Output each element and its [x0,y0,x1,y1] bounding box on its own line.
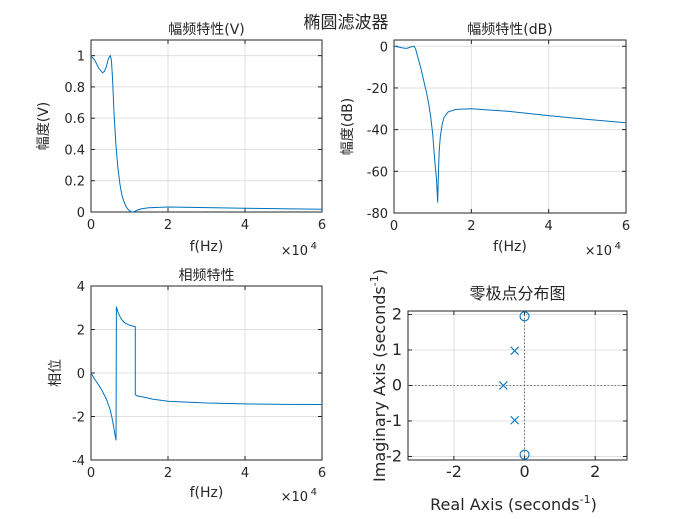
y-tick-label: -1 [386,411,402,430]
x-tick-label: 2 [164,218,172,233]
axes-box [393,39,627,214]
y-tick-label: 0 [77,367,85,382]
y-tick-label: 0.4 [64,143,85,158]
x-tick-label: 0 [87,218,95,233]
y-axis-label-sup: -1 [368,275,381,286]
y-tick-label: -80 [367,207,388,222]
y-axis-label: Imaginary Axis (seconds-1) [368,269,389,482]
x-axis-exponent: ×10 [281,490,308,505]
zero-marker [519,449,530,460]
x-tick-label: 4 [545,219,553,234]
zero-marker [519,311,530,322]
series-line-0 [90,306,323,441]
pole-marker [510,415,520,425]
x-tick-label: -2 [446,462,462,481]
x-axis-label: f(Hz) [493,239,527,255]
x-axis-label: f(Hz) [190,239,224,255]
plot-area [91,40,322,212]
y-tick-label: 0.8 [64,81,85,96]
x-axis-label-sup: -1 [580,493,591,506]
figure-suptitle: 椭圆滤波器 [304,13,389,33]
y-axis-label: 幅度(dB) [340,98,356,155]
y-tick-label: 1 [392,340,402,359]
y-tick-label: 0.6 [64,112,85,127]
x-tick-label: 2 [467,219,475,234]
y-tick-label: 0 [380,40,388,55]
series-line-0 [393,45,627,203]
x-tick-label: 4 [241,218,249,233]
y-tick-label: 1 [77,50,85,65]
pole-marker-stroke [510,346,520,356]
pole-marker-stroke [498,381,508,390]
y-tick-label: 0 [77,206,85,221]
x-tick-label: 6 [318,218,326,233]
y-axis-label: 相位 [48,359,64,387]
x-axis-label-end: ) [591,495,597,514]
x-axis-exponent-power: 4 [311,241,317,252]
x-tick-label: 0 [87,466,95,481]
y-tick-label: 2 [77,324,85,339]
plot-area [394,40,626,213]
x-tick-label: 0 [390,219,398,234]
subplot-title: 幅频特性(V) [168,22,245,38]
axes-box [90,39,323,213]
x-tick-label: 2 [164,466,172,481]
y-tick-label: 0.2 [64,175,85,190]
x-axis-exponent-power: 4 [311,487,317,498]
x-tick-label: 6 [622,219,630,234]
y-tick-label: -4 [72,454,85,469]
x-axis-exponent: ×10 [585,244,612,259]
x-axis-exponent: ×10 [281,244,308,259]
x-axis-label-main: Real Axis (seconds [430,495,580,514]
y-axis-label: 幅度(V) [36,102,52,151]
x-axis-exponent-power: 4 [615,241,621,252]
y-tick-label: 0 [392,376,402,395]
y-axis-label-end: ) [370,269,389,275]
pole-marker [510,346,520,356]
subplot-title: 幅频特性(dB) [467,22,552,38]
pole-marker-stroke [510,415,520,425]
x-tick-label: 4 [241,466,249,481]
y-axis-label-main: Imaginary Axis (seconds [370,286,389,482]
y-tick-label: -2 [386,446,402,465]
subplot-title: 零极点分布图 [469,284,565,303]
subplot-title: 相频特性 [179,268,235,284]
series-line-0 [90,54,323,213]
x-tick-label: 0 [519,462,529,481]
x-axis-label: f(Hz) [190,485,224,501]
x-tick-label: 6 [318,466,326,481]
y-tick-label: 4 [77,280,85,295]
x-axis-label: Real Axis (seconds-1) [430,493,597,514]
y-tick-label: -2 [72,411,85,426]
y-tick-label: -60 [367,165,388,180]
pole-marker [498,381,508,390]
y-tick-label: 2 [392,305,402,324]
x-tick-label: 2 [590,462,600,481]
y-tick-label: -40 [367,124,388,139]
y-tick-label: -20 [367,82,388,97]
